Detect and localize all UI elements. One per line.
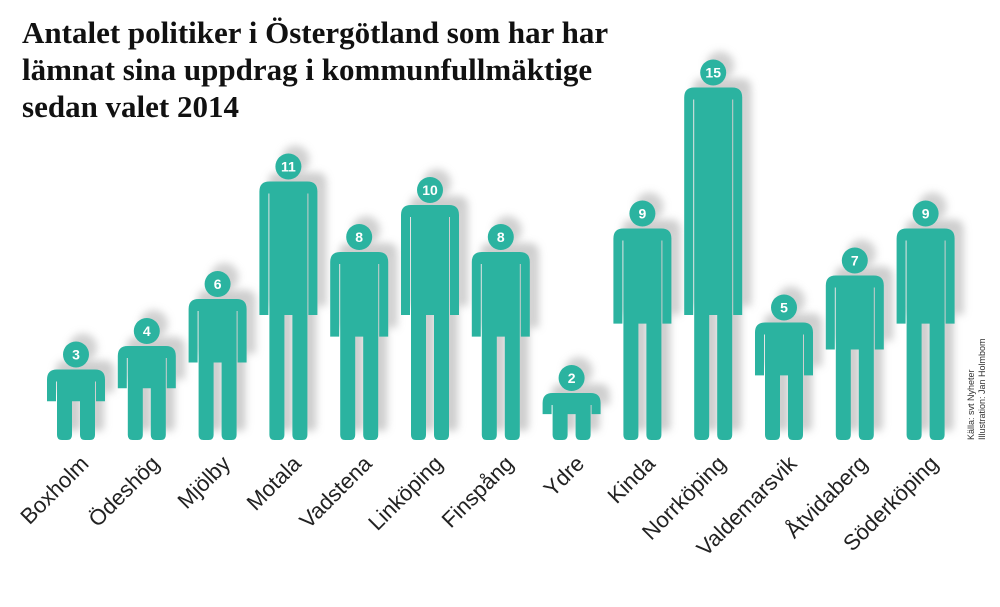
value-badge [558,365,585,391]
figure-body [684,87,743,440]
value-badge [487,224,514,250]
figure-body [330,252,389,440]
figure-söderköping: 9 [896,192,964,440]
figure-body [47,369,105,440]
category-label: Vadstena [294,450,377,533]
value-label: 7 [851,253,859,269]
source-line: Källa: svt Nyheter [966,369,976,440]
figure-valdemarsvik: 5 [755,286,822,440]
category-label: Boxholm [15,451,93,529]
figure-finspång: 8 [471,216,539,440]
value-badge [63,341,89,368]
category-label: Ödeshög [84,451,165,532]
figure-ydre: 2 [542,357,610,440]
figure-body [542,393,601,440]
figure-mjölby: 6 [188,263,256,440]
value-badge [275,153,302,180]
category-label: Linköping [363,451,447,535]
value-label: 6 [214,276,222,292]
value-label: 5 [780,300,788,316]
category-label: Finspång [437,451,519,533]
value-badge [771,294,797,321]
figure-vadstena: 8 [330,216,398,440]
figure-norrköping: 15 [684,51,752,440]
figure-ödeshög: 4 [117,310,185,440]
figure-motala: 11 [259,145,327,440]
value-badge [133,318,160,344]
value-label: 3 [72,347,80,363]
category-label: Kinda [602,450,660,508]
chart-title: Antalet politiker i Östergötland som har… [22,15,608,124]
figure-boxholm: 3 [47,333,114,440]
figure-body [755,322,813,440]
category-label: Motala [242,450,307,515]
value-badge [629,200,656,227]
figure-body [471,252,530,440]
value-badge [700,59,727,86]
figure-body [825,275,884,440]
value-label: 11 [281,159,296,175]
figure-body [117,346,176,440]
figure-body [896,228,955,440]
value-badge [841,247,868,274]
source-note: Källa: svt Nyheter Illustration: Jan Hol… [966,200,990,440]
figures-group: 3 4 6 11 8 10 8 2 9 15 5 7 9 [47,51,964,440]
value-badge [417,177,443,203]
figure-body [188,299,247,440]
value-label: 4 [143,323,151,339]
value-label: 9 [639,206,647,222]
figure-body [613,228,672,440]
value-label: 15 [705,65,721,81]
value-label: 2 [568,370,576,386]
value-badge [204,271,231,297]
figure-body [259,181,318,440]
category-label: Mjölby [173,451,236,514]
figure-linköping: 10 [401,169,468,440]
figure-kinda: 9 [613,192,681,440]
value-badge [346,224,373,250]
illustration-credit: Illustration: Jan Holmbom [977,338,987,440]
value-label: 8 [497,229,505,245]
value-label: 9 [922,206,930,222]
figure-body [401,205,459,440]
value-label: 10 [422,182,438,198]
value-badge [912,200,939,227]
figure-åtvidaberg: 7 [825,239,893,440]
value-label: 8 [355,229,363,245]
category-label: Ydre [539,451,590,502]
